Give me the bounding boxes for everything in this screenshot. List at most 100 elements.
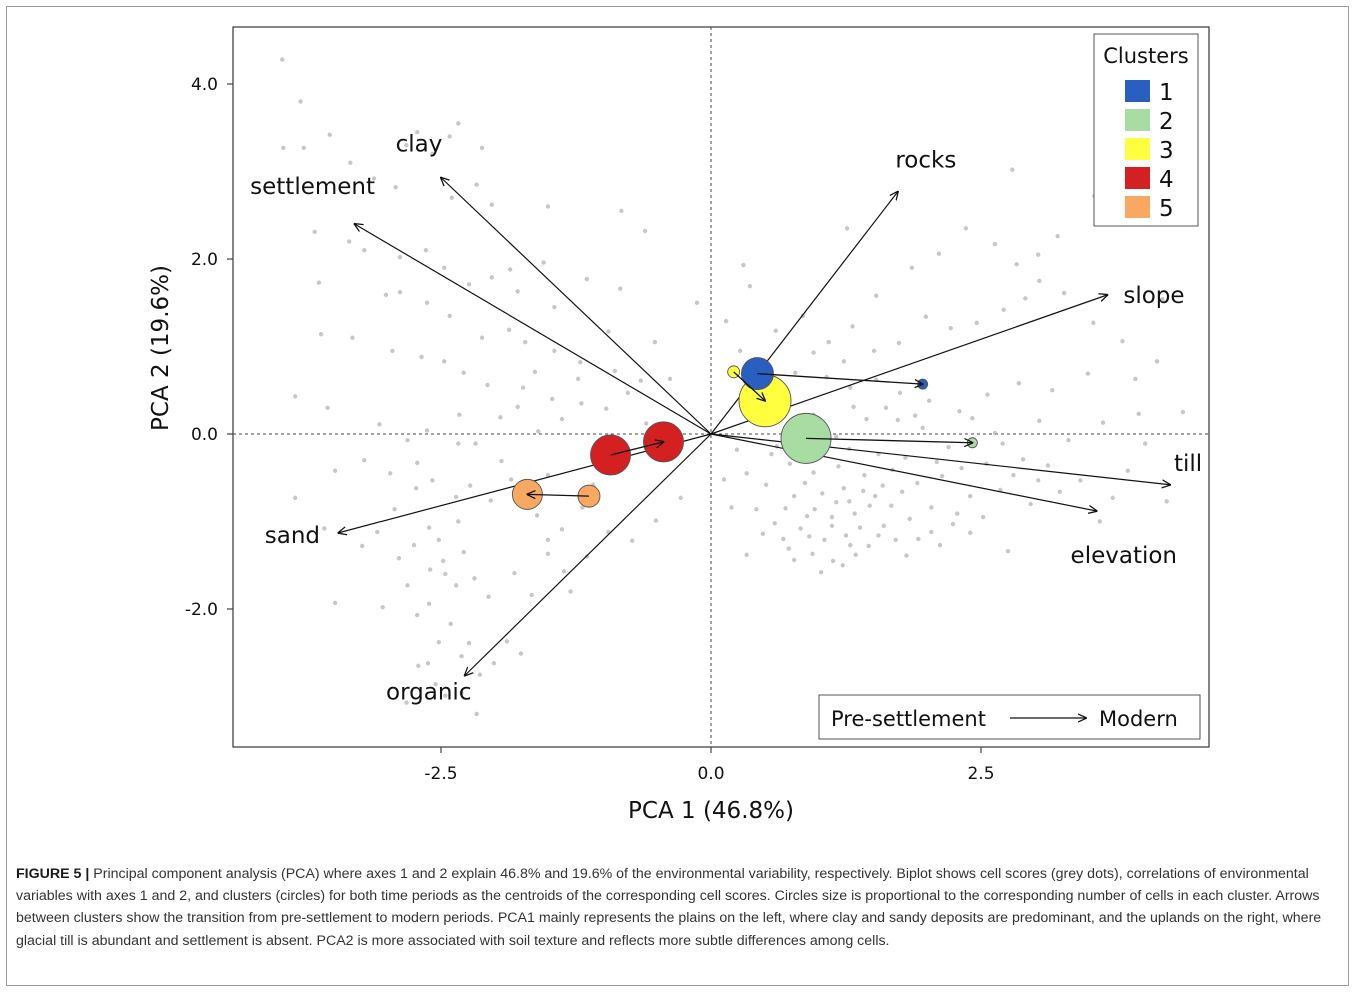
legend-label-3: 3 (1159, 138, 1174, 164)
cell-score-point (853, 552, 858, 557)
cell-score-point (787, 461, 793, 466)
cell-score-point (1097, 519, 1103, 524)
cell-score-point (477, 672, 483, 677)
cell-score-point (834, 500, 839, 505)
y-tick-label: -2.0 (185, 600, 218, 620)
cell-score-point (312, 229, 317, 235)
x-tick-label: -2.5 (424, 764, 457, 784)
cell-score-point (1078, 478, 1083, 483)
x-tick-label: 0.0 (697, 764, 724, 784)
y-tick-label: 2.0 (191, 250, 218, 270)
cell-score-point (584, 276, 589, 282)
cell-score-point (415, 612, 420, 618)
cell-score-point (848, 385, 853, 390)
cell-score-point (442, 265, 447, 270)
cell-score-point (489, 275, 494, 280)
loading-arrow-elevation (710, 433, 1097, 511)
caption-text: Principal component analysis (PCA) where… (16, 866, 1322, 949)
cell-score-point (1045, 463, 1051, 468)
cell-score-point (559, 416, 565, 422)
cell-score-point (433, 682, 438, 687)
cell-score-point (957, 409, 962, 414)
cell-score-point (424, 300, 430, 305)
cluster-1-transition-arrow (757, 372, 922, 385)
cell-score-point (896, 340, 902, 346)
cell-score-point (912, 413, 918, 418)
cell-score-point (629, 538, 635, 543)
period-from-label: Pre-settlement (831, 707, 986, 731)
cell-score-point (362, 248, 367, 253)
cell-score-point (318, 332, 324, 337)
cell-score-point (359, 543, 365, 549)
cell-score-point (899, 489, 905, 494)
cell-score-point (804, 514, 810, 519)
cell-score-point (293, 495, 298, 501)
cell-score-point (1036, 252, 1041, 257)
legend-label-5: 5 (1159, 196, 1174, 222)
cell-score-point (1023, 296, 1028, 301)
cell-score-point (499, 458, 504, 464)
cell-score-point (904, 553, 909, 558)
cell-score-point (561, 569, 567, 574)
plot-area (232, 26, 1210, 748)
y-tick-label: 4.0 (191, 75, 218, 95)
cell-score-point (415, 129, 420, 135)
cell-score-point (1037, 278, 1042, 284)
cell-score-point (844, 226, 850, 231)
cell-score-point (980, 514, 986, 520)
cell-score-point (430, 478, 435, 483)
legend-swatch-3 (1125, 138, 1150, 160)
cell-score-point (436, 640, 442, 645)
cell-score-point (667, 376, 673, 382)
cell-score-point (926, 398, 932, 403)
cell-score-point (811, 470, 816, 475)
cell-score-point (638, 378, 643, 383)
cell-score-point (545, 472, 551, 478)
cell-score-point (866, 543, 871, 549)
cell-score-point (1020, 457, 1026, 462)
cell-score-point (456, 121, 461, 126)
cell-score-point (950, 521, 956, 527)
cell-score-point (934, 459, 939, 465)
cell-score-point (416, 663, 421, 669)
cell-score-point (485, 382, 490, 388)
legend-swatch-4 (1125, 167, 1150, 189)
cell-score-point (881, 523, 886, 529)
cell-score-point (380, 605, 385, 610)
cell-score-point (515, 289, 520, 294)
cell-score-point (575, 376, 581, 382)
cell-score-point (332, 600, 338, 606)
cell-score-point (822, 537, 827, 543)
cell-score-point (818, 570, 824, 575)
cell-score-point (536, 429, 541, 434)
cell-score-point (392, 507, 397, 512)
cell-score-point (453, 494, 459, 500)
cell-score-point (545, 551, 551, 557)
cell-score-point (747, 283, 753, 289)
cell-score-point (723, 318, 729, 324)
cell-score-point (786, 546, 791, 551)
cell-score-point (453, 583, 459, 588)
cell-score-point (473, 441, 478, 446)
cell-score-point (1066, 437, 1071, 443)
cell-score-point (298, 99, 303, 104)
cell-score-point (559, 527, 565, 532)
cell-score-point (968, 493, 973, 499)
cell-score-point (293, 394, 298, 399)
cell-score-point (488, 498, 493, 503)
cell-score-point (829, 514, 835, 520)
cell-score-point (281, 145, 286, 151)
cell-score-point (968, 530, 973, 536)
cell-score-point (773, 328, 778, 333)
cell-score-point (652, 339, 658, 345)
cell-score-point (810, 551, 815, 557)
cell-score-point (848, 542, 853, 548)
cell-score-point (829, 523, 835, 529)
cell-score-point (507, 267, 513, 272)
cell-score-point (1100, 420, 1106, 425)
cell-score-point (970, 416, 975, 421)
cell-score-point (1057, 489, 1063, 494)
cell-score-point (1055, 234, 1060, 239)
cell-score-point (916, 536, 921, 542)
